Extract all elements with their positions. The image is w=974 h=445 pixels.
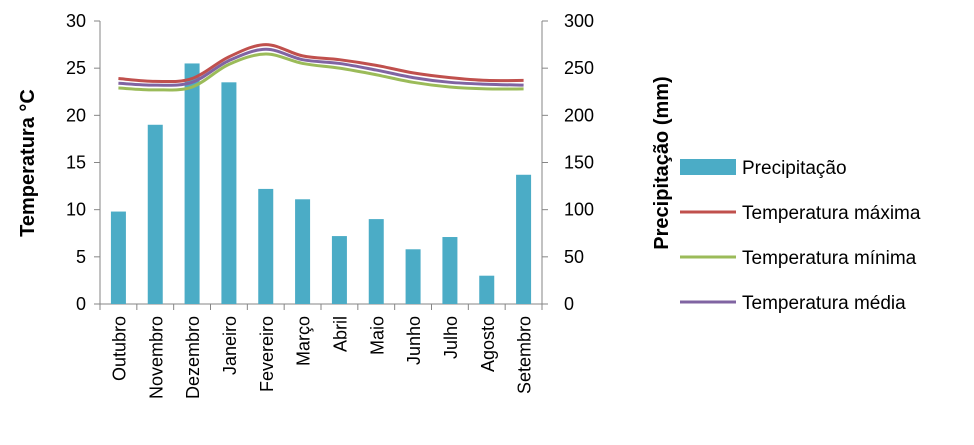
right-tick-label: 150 (564, 153, 594, 173)
precipitation-bar (147, 124, 163, 305)
x-tick-label: Dezembro (183, 316, 203, 399)
right-tick-label: 250 (564, 58, 594, 78)
left-tick-label: 25 (66, 58, 86, 78)
x-tick-label: Janeiro (220, 316, 240, 375)
series-line-0 (118, 43, 524, 84)
left-tick-label: 10 (66, 200, 86, 220)
x-tick-label: Março (294, 316, 314, 366)
y-axis-title-right: Precipitação (mm) (651, 76, 673, 249)
precipitation-bar (258, 188, 274, 304)
plot-area (99, 21, 543, 305)
x-tick-label: Junho (404, 316, 424, 365)
x-tick-label: Maio (367, 316, 387, 355)
x-tick-label: Setembro (515, 316, 535, 394)
legend: Precipitação Temperatura máxima Temperatur… (680, 158, 921, 314)
precipitation-bar (184, 63, 200, 305)
y-axis-title-left: Temperatura °C (17, 89, 39, 237)
precipitation-bar (331, 236, 347, 304)
right-axis-ticks: 0 50 100 150 200 250 300 (542, 11, 594, 314)
precipitation-bar (295, 199, 311, 304)
legend-label: Precipitação (742, 158, 847, 179)
right-tick-label: 200 (564, 105, 594, 125)
x-tick-label: Outubro (109, 316, 129, 381)
series-line-2 (118, 47, 524, 87)
left-tick-label: 30 (66, 11, 86, 31)
right-tick-label: 300 (564, 11, 594, 31)
precipitation-bar (110, 211, 126, 304)
right-tick-label: 0 (564, 294, 574, 314)
precipitation-bar (405, 249, 421, 304)
legend-label: Temperatura máxima (742, 203, 921, 224)
x-tick-label: Abril (330, 316, 350, 352)
legend-swatch-precipitation (680, 159, 736, 175)
precipitation-bar (479, 275, 495, 304)
right-tick-label: 100 (564, 200, 594, 220)
temperature-lines (118, 43, 524, 92)
x-axis-labels: Outubro Novembro Dezembro Janeiro Fevereiro M… (99, 304, 543, 399)
precipitation-bar (221, 82, 237, 304)
left-tick-label: 5 (76, 247, 86, 267)
legend-label: Temperatura média (742, 293, 906, 314)
series-line-1 (118, 52, 524, 92)
left-tick-label: 0 (76, 294, 86, 314)
legend-label: Temperatura mínima (742, 248, 917, 269)
precipitation-bar (516, 174, 532, 304)
precipitation-bar (442, 237, 458, 304)
precipitation-bars (110, 63, 532, 305)
left-axis-ticks: 0 5 10 15 20 25 30 (66, 11, 100, 314)
left-tick-label: 20 (66, 105, 86, 125)
x-tick-label: Novembro (146, 316, 166, 399)
x-tick-label: Fevereiro (257, 316, 277, 392)
x-tick-label: Julho (441, 316, 461, 359)
right-tick-label: 50 (564, 247, 584, 267)
x-tick-label: Agosto (478, 316, 498, 372)
left-tick-label: 15 (66, 153, 86, 173)
precipitation-bar (368, 219, 384, 304)
